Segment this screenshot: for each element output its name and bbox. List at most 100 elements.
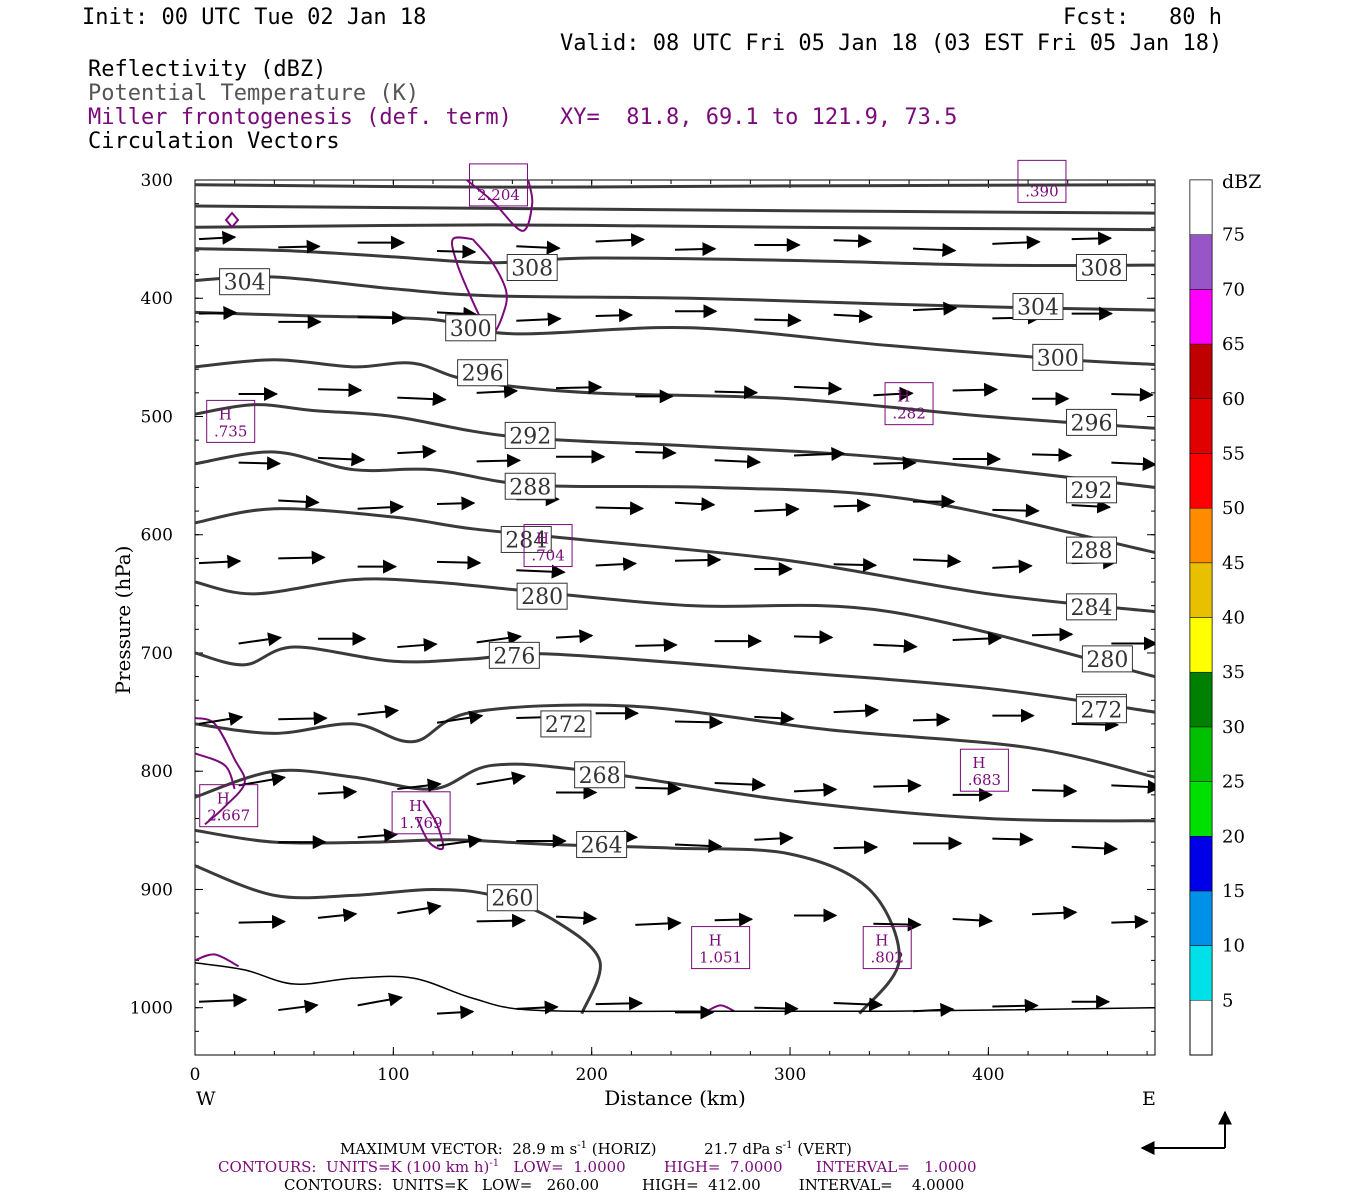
isentrope-label: 288 bbox=[509, 475, 551, 500]
frontogenesis-max-label: H bbox=[536, 530, 549, 548]
frontogenesis-max-value: .735 bbox=[214, 422, 247, 440]
frontogenesis-contour bbox=[466, 180, 534, 232]
circulation-vector bbox=[198, 230, 237, 245]
isentrope-label: 264 bbox=[581, 834, 623, 859]
isentrope-label: 300 bbox=[450, 317, 492, 342]
circulation-vector bbox=[198, 712, 244, 726]
isentrope-label-box bbox=[488, 641, 540, 669]
circulation-vector bbox=[555, 380, 603, 395]
circulation-vector bbox=[1111, 914, 1149, 929]
circulation-vector bbox=[476, 913, 527, 928]
colorbar-swatch bbox=[1189, 562, 1213, 618]
circulation-vector bbox=[397, 638, 438, 653]
isentrope-272 bbox=[195, 703, 1155, 779]
circulation-vector bbox=[873, 456, 917, 471]
circulation-vector bbox=[1071, 841, 1119, 856]
isentrope-label: 308 bbox=[511, 257, 553, 282]
frontogenesis-max-box bbox=[959, 748, 1009, 792]
isentrope-276 bbox=[195, 645, 1155, 714]
colorbar-swatch bbox=[1189, 289, 1213, 345]
circulation-vector bbox=[436, 306, 478, 321]
circulation-vector bbox=[555, 629, 594, 644]
isentrope-label-box bbox=[1066, 476, 1118, 504]
circulation-vector bbox=[833, 997, 884, 1012]
frontogenesis-max-label: H bbox=[219, 405, 232, 423]
circulation-vector bbox=[436, 710, 484, 725]
circulation-vector bbox=[714, 912, 754, 927]
isentrope-labels: 308 308 304 304 300 300 296 296 292 292 288 288 284 2… bbox=[219, 254, 1133, 912]
frontogenesis-max-label: H bbox=[217, 790, 230, 808]
circulation-vector bbox=[357, 704, 400, 719]
valid-time: Valid: 08 UTC Fri 05 Jan 18 (03 EST Fri … bbox=[560, 31, 1223, 56]
circulation-vector bbox=[912, 712, 951, 727]
circulation-vector bbox=[714, 454, 762, 469]
circulation-vector bbox=[793, 782, 838, 797]
circulation-vector bbox=[278, 239, 321, 254]
circulation-vector bbox=[754, 502, 800, 517]
field-label-reflectivity: Reflectivity (dBZ) bbox=[88, 57, 327, 82]
circulation-vector bbox=[873, 917, 922, 932]
colorbar-swatch bbox=[1189, 234, 1213, 290]
circulation-vector bbox=[873, 639, 918, 654]
circulation-vector bbox=[198, 554, 242, 569]
circulation-vector bbox=[397, 778, 442, 793]
colorbar-swatch bbox=[1189, 671, 1213, 728]
cross-section-endpoints: XY= 81.8, 69.1 to 121.9, 73.5 bbox=[560, 105, 958, 130]
circulation-vector bbox=[674, 553, 722, 568]
circulation-vector bbox=[595, 308, 634, 323]
isentrope-288 bbox=[195, 450, 1155, 554]
circulation-vector bbox=[833, 233, 873, 248]
circulation-vector bbox=[635, 781, 682, 796]
circulation-vector bbox=[1071, 717, 1120, 732]
frontogenesis-max-value: .390 bbox=[1025, 182, 1058, 200]
colorbar-level: 20 bbox=[1222, 826, 1245, 847]
circulation-vector bbox=[912, 301, 958, 316]
circulation-vector bbox=[1031, 448, 1073, 462]
frontogenesis-max-value: 1.769 bbox=[400, 814, 443, 832]
y-tick-label: 1000 bbox=[130, 999, 173, 1019]
circulation-vector bbox=[754, 831, 794, 846]
isentrope-label: 292 bbox=[1071, 479, 1113, 504]
circulation-vector bbox=[317, 452, 366, 467]
frontogenesis-contours bbox=[195, 180, 735, 1013]
circulation-vector bbox=[436, 496, 476, 511]
circulation-vector bbox=[476, 384, 519, 399]
isentrope-label: 276 bbox=[493, 644, 535, 669]
colorbar-swatch bbox=[1189, 836, 1213, 892]
isentrope-label: 300 bbox=[1037, 346, 1079, 371]
circulation-vector bbox=[793, 447, 846, 462]
circulation-vector bbox=[833, 703, 880, 718]
circulation-vector bbox=[714, 385, 759, 400]
isentrope-label-box bbox=[1012, 293, 1064, 321]
circulation-vector bbox=[397, 392, 447, 407]
circulation-vector bbox=[754, 313, 802, 328]
circulation-vector bbox=[635, 638, 678, 653]
colorbar-swatch bbox=[1189, 398, 1213, 454]
isentrope-label: 260 bbox=[491, 887, 533, 912]
circulation-vector bbox=[1071, 499, 1112, 514]
field-label-vectors: Circulation Vectors bbox=[88, 129, 340, 154]
isentrope-label: 284 bbox=[1071, 596, 1113, 621]
isentrope-label: 292 bbox=[509, 424, 551, 449]
circulation-vector bbox=[1031, 905, 1078, 920]
field-label-theta: Potential Temperature (K) bbox=[88, 81, 420, 106]
isentrope-label-box bbox=[457, 359, 509, 387]
init-time: Init: 00 UTC Tue 02 Jan 18 bbox=[82, 5, 427, 30]
x-axis-label: Distance (km) bbox=[604, 1086, 746, 1110]
frontogenesis-max-box bbox=[884, 382, 934, 426]
frontogenesis-max-label: H bbox=[709, 932, 722, 950]
colorbar-swatch bbox=[1189, 781, 1213, 837]
circulation-vector bbox=[357, 500, 405, 515]
circulation-vector bbox=[278, 550, 326, 565]
isentrope-unlabeled bbox=[195, 223, 1155, 232]
isentrope-label-box bbox=[445, 314, 497, 342]
reference-vector-icon bbox=[1140, 1110, 1232, 1155]
isentrope-label-box bbox=[486, 884, 538, 912]
field-label-frontogenesis: Miller frontogenesis (def. term) bbox=[88, 105, 512, 130]
circulation-vector bbox=[198, 305, 238, 320]
circulation-vector bbox=[1032, 783, 1078, 798]
y-tick-label: 500 bbox=[141, 407, 173, 427]
circulation-vector bbox=[873, 386, 914, 401]
circulation-vector bbox=[397, 444, 437, 459]
y-tick-label: 700 bbox=[141, 644, 173, 664]
